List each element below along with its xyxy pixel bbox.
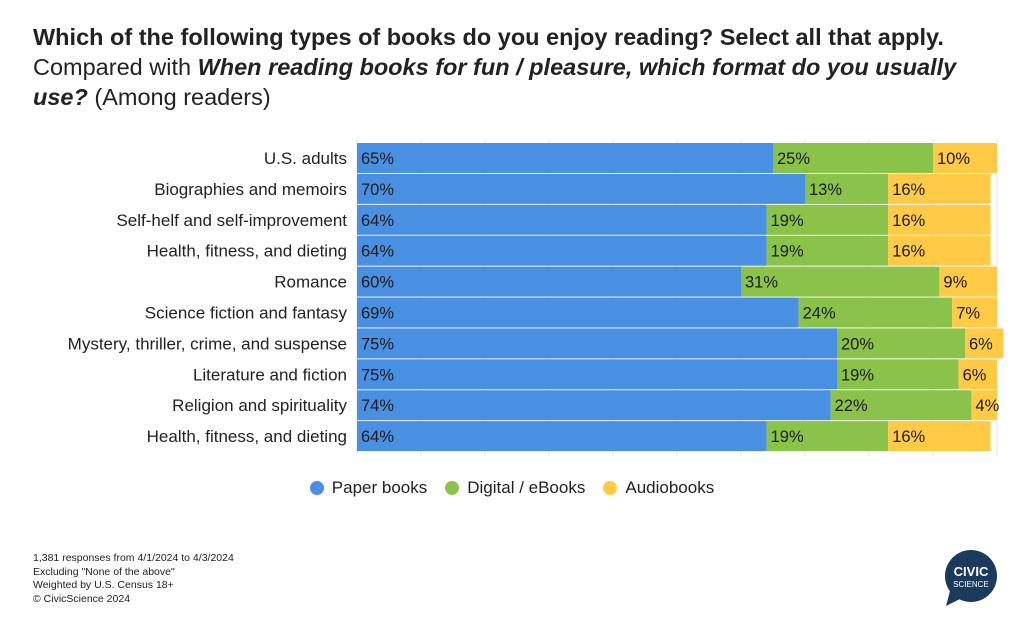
data-label-paper: 75% <box>361 335 394 353</box>
bar-segment-digital <box>766 204 889 235</box>
bar-segment-paper <box>357 173 805 204</box>
category-label: Mystery, thriller, crime, and suspense <box>68 334 347 353</box>
data-label-audio: 7% <box>956 305 980 323</box>
bar-segment-paper <box>357 421 767 452</box>
bar-segment-audio <box>952 297 997 328</box>
data-label-digital: 19% <box>771 243 804 261</box>
data-label-audio: 16% <box>892 243 925 261</box>
data-label-digital: 22% <box>835 397 868 415</box>
category-label: U.S. adults <box>264 149 347 168</box>
data-label-digital: 19% <box>841 366 874 384</box>
bar-segment-paper <box>357 359 837 390</box>
data-label-digital: 19% <box>771 212 804 230</box>
bar-segment-audio <box>888 173 991 204</box>
data-label-paper: 64% <box>361 212 394 230</box>
footnote-weighted: Weighted by U.S. Census 18+ <box>33 579 174 591</box>
bar-segment-audio <box>888 235 991 266</box>
legend-dot-paper <box>309 481 324 495</box>
bar-segment-audio <box>965 328 1004 359</box>
bar-segment-paper <box>357 204 767 235</box>
data-label-paper: 75% <box>361 366 394 384</box>
bar-segment-paper <box>357 297 799 328</box>
logo-bubble <box>945 550 997 602</box>
bar-segment-digital <box>773 143 933 173</box>
data-label-paper: 74% <box>361 397 394 415</box>
data-labels: 65% 25% 10% 70% 13% 16% 64% 19% 16% 64% 19% 16% 60% 3… <box>361 150 1000 446</box>
category-label: Health, fitness, and dieting <box>147 242 347 261</box>
data-label-paper: 65% <box>361 150 394 168</box>
legend-item-paper: Paper books <box>309 478 428 498</box>
chart-title: Which of the following types of books do… <box>33 22 993 112</box>
data-label-digital: 19% <box>771 428 804 446</box>
bar-segment-digital <box>798 297 953 328</box>
category-label: Health, fitness, and dieting <box>147 427 347 446</box>
category-label: Romance <box>274 273 347 292</box>
bar-segment-paper <box>357 328 837 359</box>
footnote-excluding: Excluding "None of the above" <box>33 565 175 578</box>
bar-segment-audio <box>888 204 991 235</box>
data-label-paper: 69% <box>361 305 394 323</box>
category-label: Science fiction and fantasy <box>145 304 348 323</box>
bar-segment-digital <box>741 266 940 297</box>
bar-segment-digital <box>766 235 889 266</box>
data-label-paper: 64% <box>361 243 394 261</box>
data-label-paper: 60% <box>361 274 394 292</box>
bar-segment-digital <box>837 328 965 359</box>
bar-segment-digital <box>766 421 889 452</box>
bar-segment-paper <box>357 143 773 173</box>
footnotes: 1,381 responses from 4/1/2024 to 4/3/202… <box>33 552 234 606</box>
logo-text-civic: CIVIC <box>954 564 989 579</box>
bar-segment-paper <box>357 266 741 297</box>
title-among-readers: (Among readers) <box>94 84 271 110</box>
title-compared-with: Compared with <box>33 54 192 80</box>
data-label-paper: 70% <box>361 181 394 199</box>
data-label-digital: 20% <box>841 335 874 353</box>
bar-segment-paper <box>357 390 831 421</box>
data-label-digital: 13% <box>809 181 842 199</box>
bar-segment-audio <box>939 266 997 297</box>
bar-segment-audio <box>971 390 997 421</box>
bar-segment-digital <box>805 173 889 204</box>
bar-segment-audio <box>958 359 997 390</box>
data-label-audio: 6% <box>963 366 987 384</box>
logo-text-science: SCIENCE <box>953 580 989 589</box>
data-label-audio: 9% <box>943 274 967 292</box>
bar-segment-paper <box>357 235 767 266</box>
bars <box>357 143 1004 452</box>
title-format-question: When reading books for fun / pleasure, w… <box>33 54 957 110</box>
category-label: Literature and fiction <box>193 365 347 384</box>
legend-item-audio: Audiobooks <box>603 478 714 498</box>
data-label-audio: 16% <box>892 181 925 199</box>
legend-label-audio: Audiobooks <box>625 478 715 497</box>
title-question: Which of the following types of books do… <box>33 24 944 50</box>
legend-label-paper: Paper books <box>331 478 428 497</box>
data-label-paper: 64% <box>361 428 394 446</box>
legend-item-digital: Digital / eBooks <box>445 478 585 498</box>
legend: Paper books Digital / eBooks Audiobooks <box>0 478 1024 498</box>
data-label-audio: 10% <box>937 150 970 168</box>
legend-dot-digital <box>445 481 460 495</box>
data-label-audio: 16% <box>892 212 925 230</box>
data-label-audio: 16% <box>892 428 925 446</box>
data-label-digital: 25% <box>777 150 810 168</box>
legend-dot-audio <box>603 481 618 495</box>
data-label-audio: 4% <box>975 397 999 415</box>
category-label: Religion and spirituality <box>172 396 347 415</box>
footnote-copyright: © CivicScience 2024 <box>33 592 131 605</box>
data-label-audio: 6% <box>969 335 993 353</box>
data-label-digital: 31% <box>745 274 778 292</box>
bar-segment-digital <box>830 390 972 421</box>
bar-segment-audio <box>933 143 997 173</box>
bar-segment-digital <box>837 359 959 390</box>
bar-segment-audio <box>888 421 991 452</box>
footnote-responses: 1,381 responses from 4/1/2024 to 4/3/202… <box>33 552 234 564</box>
category-label: Biographies and memoirs <box>154 180 347 199</box>
category-labels: U.S. adults Biographies and memoirs Self-h… <box>68 149 348 446</box>
logo-bubble-tail <box>946 591 962 606</box>
civicscience-logo: CIVIC SCIENCE <box>945 550 997 606</box>
stacked-bar-chart: 65% 25% 10% 70% 13% 16% 64% 19% 16% 64% 19% 16% 60% 3… <box>68 139 1004 456</box>
legend-label-digital: Digital / eBooks <box>467 478 586 497</box>
category-label: Self-helf and self-improvement <box>116 211 347 230</box>
data-label-digital: 24% <box>803 305 836 323</box>
